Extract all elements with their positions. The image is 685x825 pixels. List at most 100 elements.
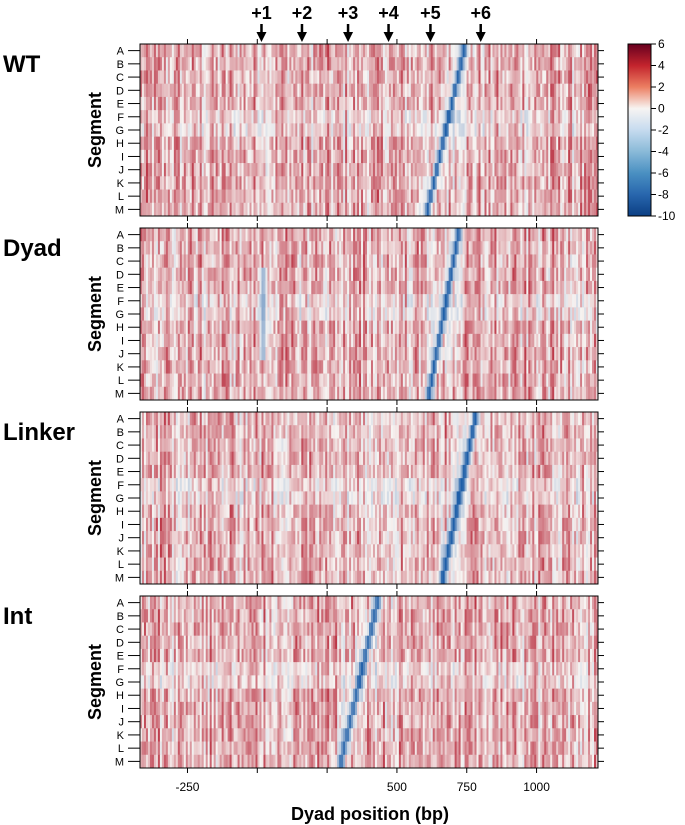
heatmap-cell	[410, 136, 414, 151]
heatmap-cell	[570, 123, 573, 138]
heatmap-cell	[498, 189, 501, 204]
heatmap-cell	[235, 110, 238, 124]
heatmap-cell	[414, 176, 418, 190]
heatmap-cell	[372, 294, 376, 308]
heatmap-cell	[181, 294, 185, 308]
heatmap-cell	[380, 96, 384, 111]
heatmap-cell	[480, 202, 483, 217]
heatmap-cell	[141, 163, 145, 177]
heatmap-cell	[424, 110, 428, 124]
heatmap-cell	[418, 228, 422, 242]
heatmap-cell	[474, 280, 477, 295]
heatmap-cell	[353, 136, 356, 151]
heatmap-cell	[203, 333, 207, 348]
heatmap-cell	[506, 83, 509, 98]
heatmap-cell	[472, 176, 475, 190]
heatmap-cell	[466, 57, 469, 71]
heatmap-cell	[203, 280, 207, 295]
heatmap-cell	[181, 57, 185, 71]
heatmap-cell	[289, 123, 292, 138]
heatmap-cell	[476, 163, 479, 177]
heatmap-cell	[408, 136, 412, 151]
heatmap-cell	[396, 189, 400, 204]
heatmap-cell	[275, 189, 278, 204]
heatmap-cell	[476, 136, 479, 151]
heatmap-cell	[418, 254, 422, 269]
heatmap-cell	[434, 96, 438, 111]
heatmap-cell	[532, 136, 535, 151]
heatmap-cell	[486, 44, 489, 58]
heatmap-cell	[257, 136, 260, 151]
heatmap-cell	[402, 123, 406, 138]
heatmap-cell	[309, 70, 312, 85]
heatmap-cell	[438, 294, 442, 308]
heatmap-cell	[468, 70, 471, 85]
heatmap-cell	[564, 228, 567, 242]
heatmap-cell	[532, 70, 535, 85]
heatmap-cell	[382, 189, 386, 204]
heatmap-cell	[235, 57, 238, 71]
heatmap-cell	[283, 123, 286, 138]
heatmap-cell	[372, 44, 376, 58]
heatmap-cell	[416, 228, 420, 242]
heatmap-cell	[207, 136, 211, 151]
heatmap-cell	[400, 110, 404, 124]
heatmap-cell	[351, 123, 354, 138]
heatmap-cell	[305, 307, 308, 322]
heatmap-cell	[568, 189, 571, 204]
heatmap-cell	[528, 267, 531, 282]
heatmap-cell	[213, 176, 217, 190]
heatmap-cell	[325, 307, 328, 322]
heatmap-cell	[432, 176, 436, 190]
heatmap-cell	[239, 307, 242, 322]
heatmap-cell	[169, 163, 173, 177]
heatmap-cell	[534, 202, 537, 217]
heatmap-cell	[572, 44, 575, 58]
heatmap-cell	[227, 110, 231, 124]
heatmap-cell	[524, 70, 527, 85]
heatmap-cell	[428, 189, 432, 204]
heatmap-cell	[249, 57, 252, 71]
heatmap-cell	[261, 267, 264, 282]
heatmap-cell	[177, 149, 181, 164]
heatmap-cell	[416, 320, 420, 335]
heatmap-cell	[157, 333, 161, 348]
heatmap-cell	[165, 110, 169, 124]
heatmap-cell	[171, 44, 175, 58]
heatmap-cell	[215, 176, 219, 190]
heatmap-cell	[418, 123, 422, 138]
heatmap-cell	[140, 189, 143, 204]
heatmap-cell	[438, 202, 442, 217]
heatmap-cell	[297, 333, 300, 348]
heatmap-cell	[538, 294, 541, 308]
heatmap-cell	[544, 136, 547, 151]
heatmap-cell	[450, 163, 454, 177]
heatmap-cell	[147, 149, 151, 164]
heatmap-cell	[414, 136, 418, 151]
heatmap-cell	[398, 123, 402, 138]
heatmap-cell	[211, 280, 215, 295]
heatmap-cell	[181, 228, 185, 242]
heatmap-cell	[283, 228, 286, 242]
heatmap-cell	[341, 96, 344, 111]
heatmap-cell	[295, 123, 298, 138]
heatmap-cell	[267, 110, 270, 124]
heatmap-cell	[183, 83, 187, 98]
heatmap-cell	[532, 123, 535, 138]
heatmap-cell	[291, 123, 294, 138]
heatmap-cell	[518, 320, 521, 335]
heatmap-cell	[140, 57, 143, 71]
heatmap-cell	[562, 110, 565, 124]
heatmap-cell	[299, 294, 302, 308]
heatmap-cell	[241, 83, 244, 98]
heatmap-cell	[486, 228, 489, 242]
heatmap-cell	[181, 44, 185, 58]
heatmap-cell	[524, 294, 527, 308]
heatmap-cell	[299, 307, 302, 322]
heatmap-cell	[384, 123, 388, 138]
heatmap-cell	[287, 57, 290, 71]
heatmap-cell	[574, 163, 577, 177]
heatmap-cell	[572, 96, 575, 111]
